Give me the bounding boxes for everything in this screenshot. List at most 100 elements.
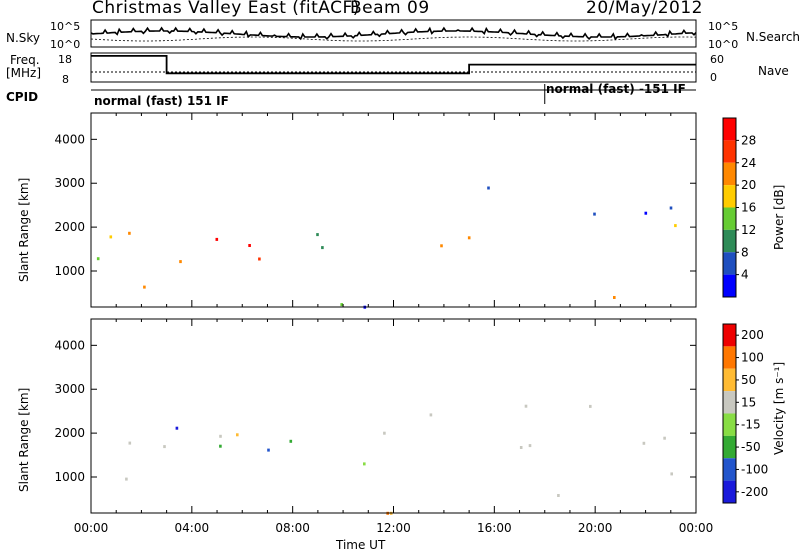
colorbar-swatch (723, 435, 736, 459)
freq-unit-label: [MHz] (6, 66, 42, 80)
echo-cell (215, 237, 219, 241)
colorbar-tick-label: 4 (741, 268, 749, 282)
freq-tick-top: 18 (58, 53, 72, 66)
echo-cell (96, 257, 100, 261)
nsearch-tick-bottom: 10^0 (708, 38, 739, 51)
echo-cell (258, 257, 261, 261)
colorbar-swatch (723, 324, 736, 347)
echo-cell (321, 246, 324, 250)
x-tick-label: 16:00 (477, 521, 512, 535)
velocity-colorbar-label: Velocity [m s⁻¹] (772, 361, 786, 455)
echo-cell (175, 426, 179, 430)
echo-cell (219, 444, 222, 448)
y-axis-label-velocity: Slant Range [km] (17, 387, 31, 492)
velocity-panel-frame (90, 318, 697, 514)
echo-cell (125, 477, 128, 481)
x-tick-label: 20:00 (578, 521, 613, 535)
echo-cell (593, 212, 596, 216)
power-heatmap (96, 186, 677, 309)
freq-tick-bottom: 8 (62, 73, 69, 86)
echo-cell (179, 260, 182, 264)
echo-cell (267, 448, 270, 452)
echo-cell (440, 244, 443, 248)
colorbar-swatch (723, 162, 736, 186)
power-colorbar (722, 117, 737, 298)
echo-cell (557, 494, 560, 497)
echo-cell (670, 472, 673, 476)
colorbar-tick-label: 100 (741, 351, 764, 365)
y-tick-label: 3000 (54, 176, 85, 190)
echo-cell (524, 404, 528, 408)
colorbar-tick-label: -200 (741, 485, 768, 499)
frequency-line (91, 55, 696, 75)
colorbar-tick-label: 8 (741, 245, 749, 259)
echo-cell (163, 445, 166, 449)
nsearch-label: N.Search (746, 30, 800, 44)
echo-cell (316, 233, 319, 237)
echo-cell (644, 211, 648, 215)
echo-cell (143, 285, 146, 289)
cpid-mode-2: normal (fast) -151 IF (546, 82, 686, 96)
echo-cell (663, 436, 666, 440)
y-tick-label: 4000 (54, 338, 85, 352)
colorbar-swatch (723, 252, 736, 275)
echo-cell (383, 431, 386, 435)
x-tick-label: 00:00 (74, 521, 109, 535)
colorbar-swatch (723, 207, 736, 230)
colorbar-tick-label: 200 (741, 328, 764, 342)
y-tick-label: 4000 (54, 132, 85, 146)
colorbar-tick-label: -15 (741, 418, 761, 432)
colorbar-swatch (723, 480, 736, 503)
y-tick-label: 1000 (54, 264, 85, 278)
cpid-mode-1: normal (fast) 151 IF (94, 94, 229, 108)
echo-cell (109, 235, 113, 239)
echo-cell (467, 236, 471, 240)
nave-tick-bottom: 0 (710, 71, 717, 84)
x-tick-label: 08:00 (275, 521, 310, 535)
y-tick-label: 2000 (54, 426, 85, 440)
date-label: 20/May/2012 (586, 0, 703, 18)
colorbar-swatch (723, 391, 736, 414)
echo-cell (642, 441, 646, 445)
echo-cell (236, 433, 239, 437)
colorbar-tick-label: 15 (741, 395, 756, 409)
velocity-colorbar (722, 323, 737, 504)
echo-cell (519, 446, 523, 449)
velocity-heatmap (125, 404, 673, 515)
colorbar-swatch (723, 140, 736, 163)
echo-cell (429, 413, 433, 417)
colorbar-swatch (723, 413, 736, 436)
cpid-label: CPID (6, 90, 39, 104)
x-tick-label: 12:00 (376, 521, 411, 535)
colorbar-tick-label: 20 (741, 178, 756, 192)
echo-cell (340, 303, 343, 307)
echo-cell (128, 441, 132, 445)
echo-cell (363, 462, 366, 466)
nave-tick-top: 60 (710, 53, 724, 66)
colorbar-swatch (723, 118, 736, 141)
echo-cell (589, 404, 592, 408)
y-axis-label-power: Slant Range [km] (17, 177, 31, 282)
chart-title: Christmas Valley East (fitACF) (92, 0, 360, 18)
beam-label: Beam 09 (350, 0, 430, 18)
nsearch-line (90, 36, 696, 42)
x-tick-label: 00:00 (679, 521, 714, 535)
power-panel-frame (90, 112, 697, 308)
echo-cell (674, 224, 677, 228)
power-colorbar-label: Power [dB] (772, 184, 786, 250)
colorbar-swatch (723, 229, 736, 253)
echo-cell (289, 439, 293, 443)
y-tick-label: 3000 (54, 382, 85, 396)
echo-cell (128, 231, 131, 235)
colorbar-tick-label: -100 (741, 462, 768, 476)
colorbar-frame (722, 323, 737, 504)
y-tick-label: 1000 (54, 470, 85, 484)
echo-cell (219, 434, 222, 438)
nsky-tick-bottom: 10^0 (50, 38, 81, 51)
colorbar-tick-label: 50 (741, 373, 756, 387)
nsky-tick-top: 10^5 (50, 20, 81, 33)
nsky-label: N.Sky (6, 31, 41, 45)
colorbar-tick-label: 24 (741, 156, 756, 170)
colorbar-swatch (723, 368, 736, 392)
